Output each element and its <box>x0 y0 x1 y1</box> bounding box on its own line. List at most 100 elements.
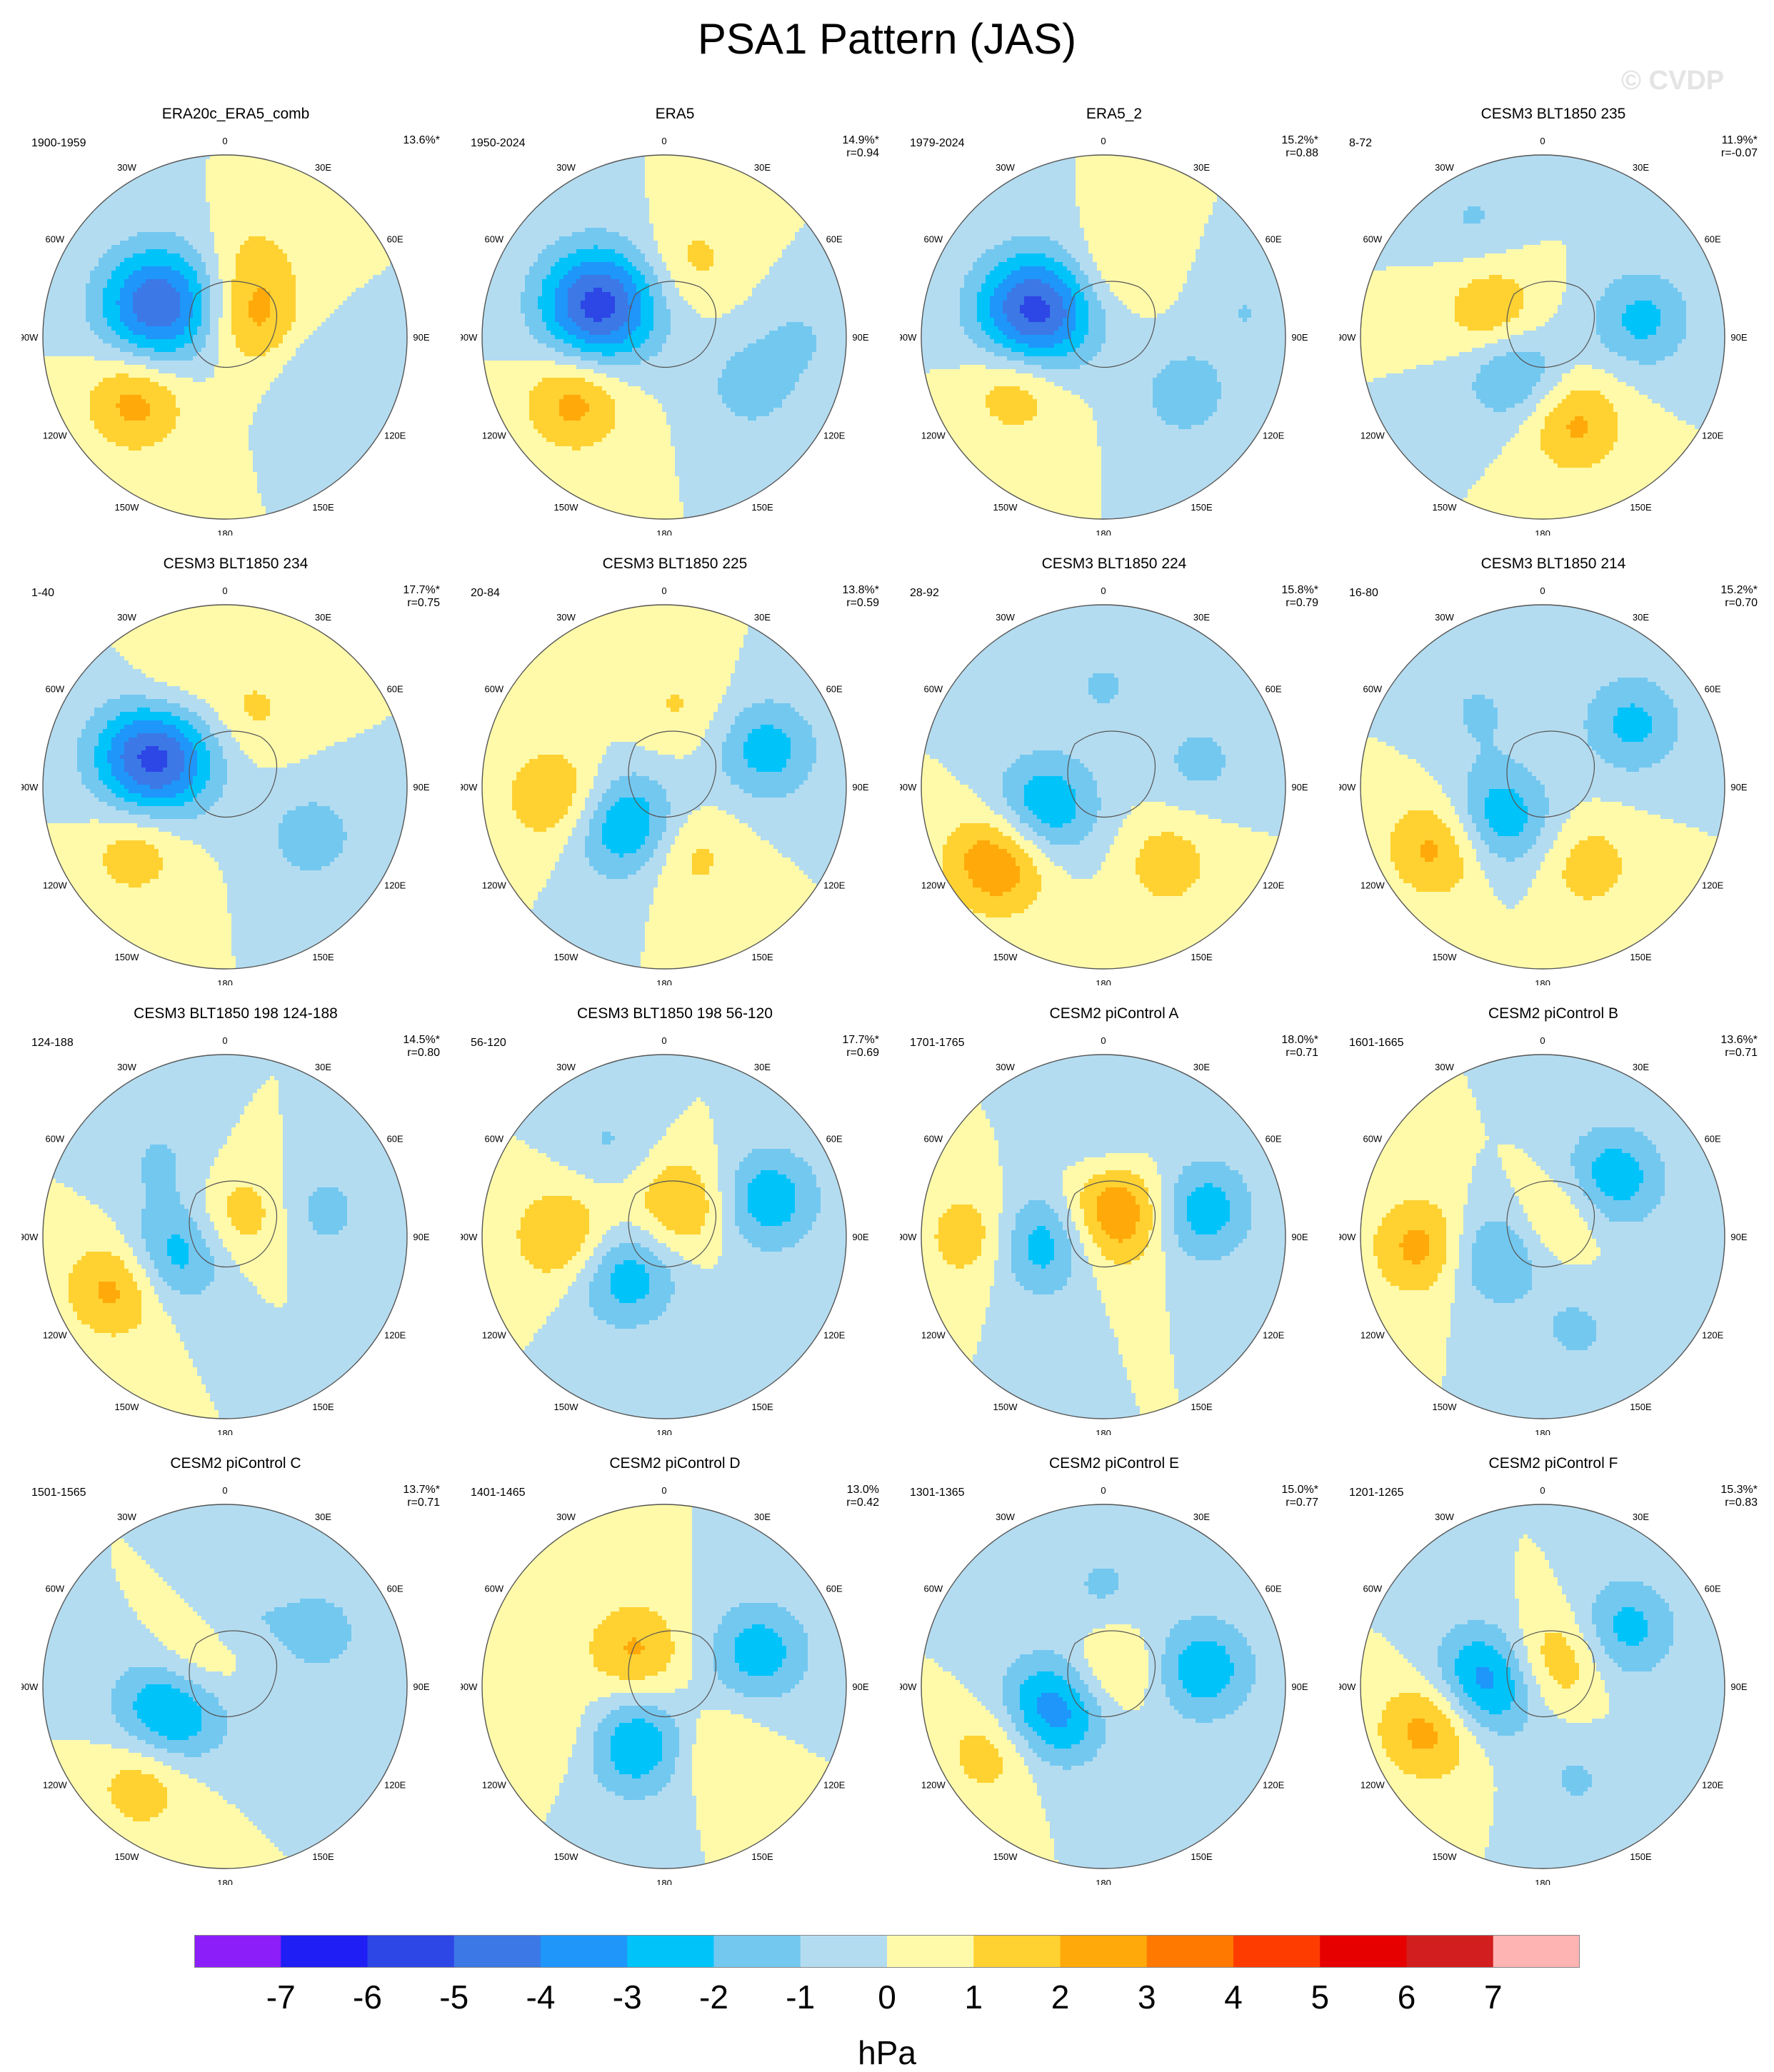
field-cell <box>163 283 168 288</box>
field-cell <box>261 253 266 258</box>
field-cell <box>197 211 202 216</box>
field-cell <box>94 352 99 357</box>
field-cell <box>364 331 369 336</box>
field-cell <box>184 253 189 258</box>
field-cell <box>99 331 104 336</box>
field-cell <box>197 253 202 258</box>
field-cell <box>270 258 275 263</box>
field-cell <box>249 249 254 254</box>
field-cell <box>240 352 245 357</box>
field-cell <box>339 249 344 254</box>
field-cell <box>171 361 176 366</box>
field-cell <box>129 408 134 413</box>
field-cell <box>184 442 189 447</box>
field-cell <box>201 168 206 173</box>
field-cell <box>351 369 356 374</box>
field-cell <box>159 395 164 400</box>
field-cell <box>214 335 219 340</box>
field-cell <box>206 249 211 254</box>
field-cell <box>236 185 241 190</box>
field-cell <box>351 408 356 413</box>
field-cell <box>249 343 254 348</box>
field-cell <box>214 296 219 301</box>
field-cell <box>369 266 374 271</box>
field-cell <box>167 438 172 443</box>
field-cell <box>369 262 374 267</box>
field-cell <box>334 352 339 357</box>
field-cell <box>249 369 254 374</box>
field-cell <box>197 202 202 207</box>
field-cell <box>309 391 314 396</box>
field-cell <box>287 275 292 280</box>
field-cell <box>274 266 279 271</box>
field-cell <box>206 352 211 357</box>
field-cell <box>334 232 339 237</box>
field-cell <box>107 245 112 250</box>
field-cell <box>304 296 309 301</box>
field-cell <box>189 442 194 447</box>
field-cell <box>219 275 224 280</box>
field-cell <box>309 395 314 400</box>
field-cell <box>351 391 356 396</box>
field-cell <box>394 408 399 413</box>
field-cell <box>154 309 159 314</box>
field-cell <box>120 305 125 310</box>
field-cell <box>249 219 254 224</box>
field-cell <box>227 421 232 426</box>
field-cell <box>154 305 159 310</box>
field-cell <box>219 283 224 288</box>
field-cell <box>257 429 262 434</box>
field-cell <box>270 399 275 404</box>
field-cell <box>244 382 249 387</box>
field-cell <box>334 433 339 438</box>
field-cell <box>313 292 318 297</box>
field-cell <box>351 386 356 391</box>
field-cell <box>159 335 164 340</box>
field-cell <box>227 301 232 306</box>
field-cell <box>193 326 198 331</box>
field-cell <box>300 266 305 271</box>
field-cell <box>103 236 108 241</box>
field-cell <box>103 416 108 421</box>
field-cell <box>107 241 112 246</box>
field-cell <box>300 275 305 280</box>
field-cell <box>180 155 185 160</box>
field-cell <box>223 189 228 194</box>
field-cell <box>111 442 116 447</box>
field-cell <box>304 301 309 306</box>
field-cell <box>129 185 134 190</box>
field-cell <box>210 189 215 194</box>
field-cell <box>77 373 82 378</box>
field-cell <box>193 159 198 164</box>
field-cell <box>347 305 352 310</box>
field-cell <box>296 279 301 284</box>
field-cell <box>167 283 172 288</box>
field-cell <box>94 395 99 400</box>
field-cell <box>309 292 314 297</box>
field-cell <box>210 339 215 344</box>
field-cell <box>103 403 108 408</box>
field-cell <box>369 373 374 378</box>
field-cell <box>364 318 369 323</box>
field-cell <box>279 168 284 173</box>
field-cell <box>180 365 185 370</box>
field-cell <box>296 429 301 434</box>
field-cell <box>184 322 189 327</box>
field-cell <box>171 309 176 314</box>
field-cell <box>73 322 78 327</box>
field-cell <box>253 168 258 173</box>
field-cell <box>369 292 374 297</box>
field-cell <box>176 168 181 173</box>
field-cell <box>107 271 112 276</box>
field-cell <box>309 408 314 413</box>
field-cell <box>94 373 99 378</box>
field-cell <box>111 433 116 438</box>
field-cell <box>403 382 408 387</box>
field-cell <box>296 219 301 224</box>
field-cell <box>266 335 271 340</box>
field-cell <box>154 206 159 211</box>
field-cell <box>146 331 151 336</box>
field-cell <box>193 253 198 258</box>
field-cell <box>197 223 202 228</box>
field-cell <box>291 322 296 327</box>
